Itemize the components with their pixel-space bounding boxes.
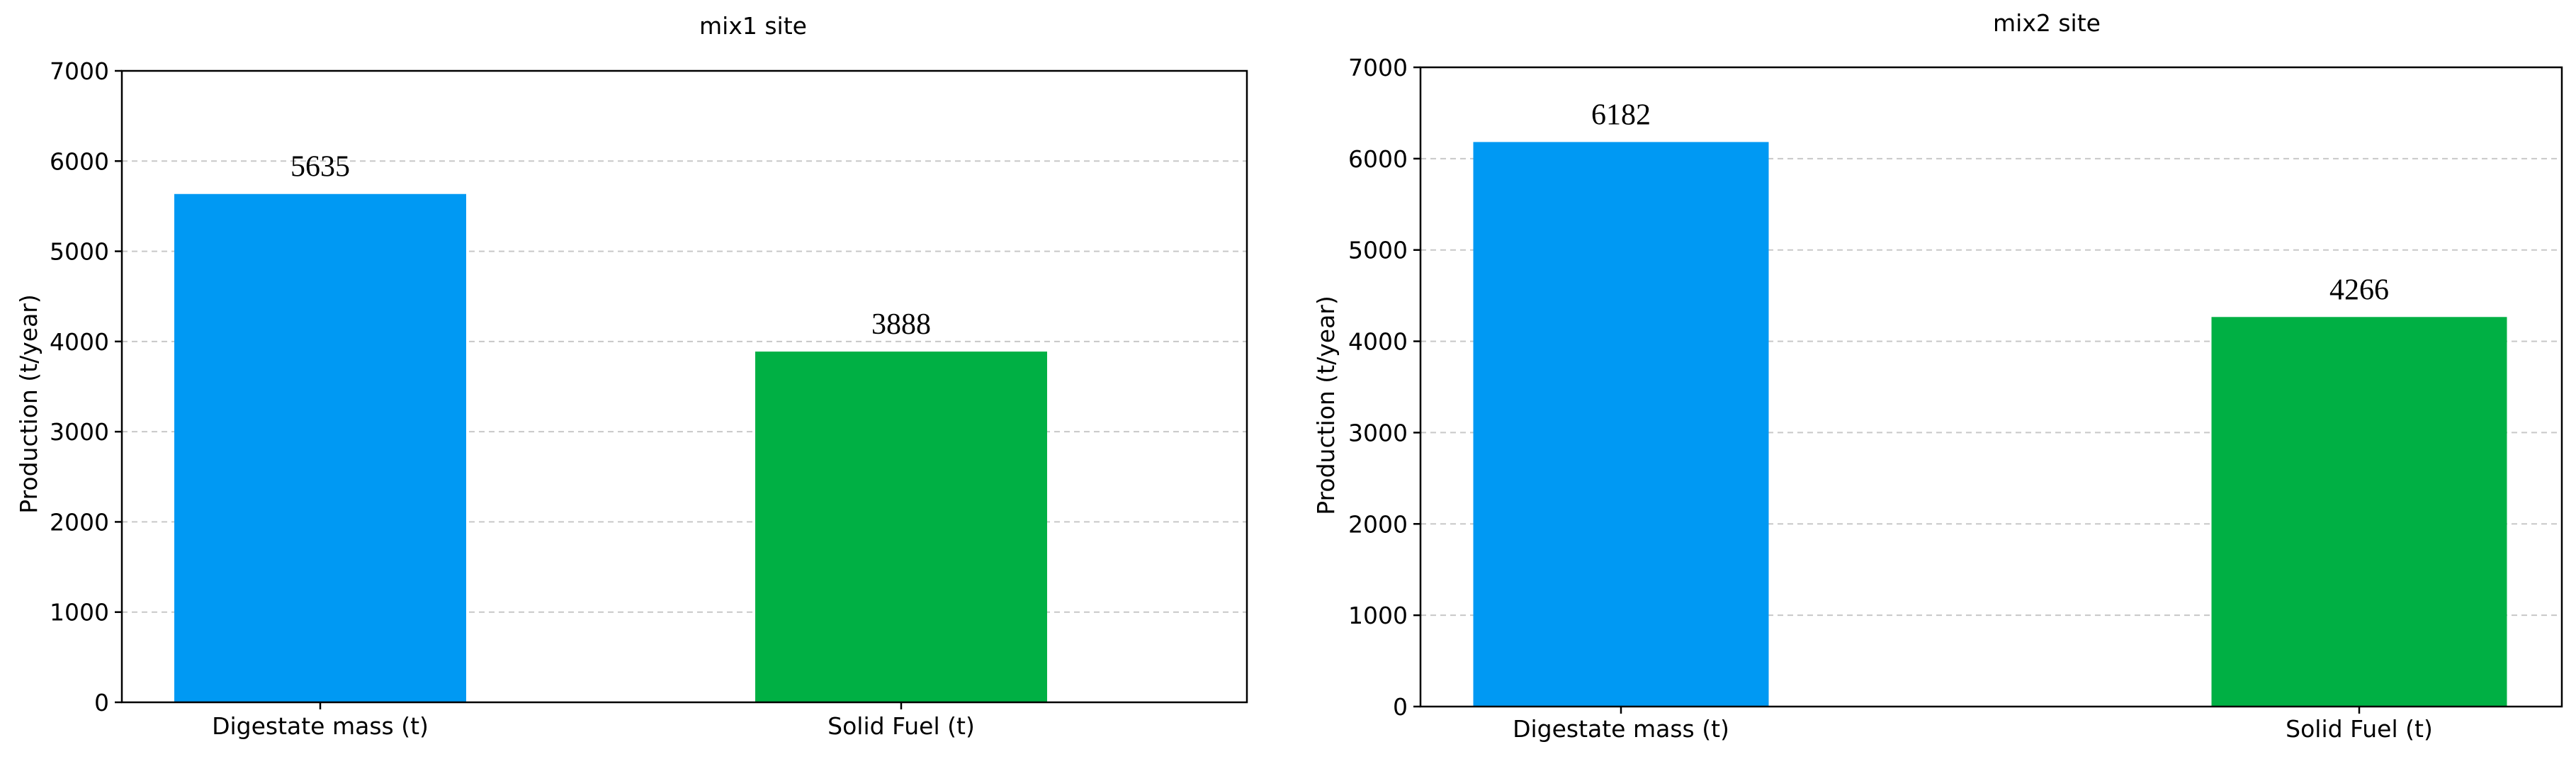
x-axis-ticks: Digestate mass (t) Solid Fuel (t): [212, 702, 975, 740]
bar: [2211, 317, 2507, 707]
x-tick-label: Digestate mass (t): [1513, 715, 1729, 743]
x-tick-label: Solid Fuel (t): [2286, 715, 2433, 743]
bar: [755, 352, 1047, 702]
chart-title: mix1 site: [699, 12, 807, 40]
y-tick-label: 0: [1393, 693, 1408, 721]
y-tick-label: 3000: [50, 418, 109, 446]
y-tick-label: 5000: [50, 238, 109, 266]
y-tick-label: 7000: [50, 57, 109, 85]
y-tick-label: 2000: [1348, 510, 1408, 538]
data-labels: 6182 4266: [1591, 99, 2389, 306]
gridlines: [122, 160, 1247, 613]
y-tick-label: 6000: [50, 147, 109, 175]
y-tick-label: 4000: [1348, 328, 1408, 356]
y-tick-label: 4000: [50, 328, 109, 356]
bar-value-label: 4266: [2329, 274, 2389, 306]
y-tick-label: 2000: [50, 508, 109, 536]
bar-value-label: 3888: [871, 308, 931, 341]
y-tick-label: 3000: [1348, 419, 1408, 446]
y-tick-label: 6000: [1348, 145, 1408, 173]
y-tick-label: 7000: [1348, 54, 1408, 81]
bars: [174, 193, 1047, 702]
plot-frame: [1419, 66, 2563, 708]
bar-value-label: 5635: [290, 151, 350, 184]
bar: [174, 193, 466, 702]
y-tick-label: 5000: [1348, 237, 1408, 264]
data-labels: 5635 3888: [290, 151, 931, 341]
x-tick-label: Solid Fuel (t): [827, 712, 975, 740]
x-axis-ticks: Digestate mass (t) Solid Fuel (t): [1513, 707, 2433, 743]
y-axis-label: Production (t/year): [1312, 296, 1340, 515]
bars: [1473, 142, 2507, 707]
chart-panel-mix1: mix1 site Production (t/year) 5635 3888 0…: [15, 12, 1248, 740]
bar-value-label: 6182: [1591, 99, 1651, 131]
y-tick-label: 0: [94, 689, 109, 716]
y-axis-ticks: 0 1000 2000 3000 4000 5000 6000 7000: [1348, 54, 1420, 721]
plot-frame: [120, 69, 1248, 704]
y-tick-label: 1000: [1348, 602, 1408, 629]
x-tick-label: Digestate mass (t): [212, 712, 429, 740]
chart-title: mix2 site: [1993, 9, 2101, 37]
y-axis-ticks: 0 1000 2000 3000 4000 5000 6000 7000: [50, 57, 122, 716]
bar: [1473, 142, 1769, 707]
y-axis-label: Production (t/year): [15, 294, 43, 514]
y-tick-label: 1000: [50, 599, 109, 626]
chart-panel-mix2: mix2 site Production (t/year) 6182 4266 0…: [1312, 9, 2563, 743]
